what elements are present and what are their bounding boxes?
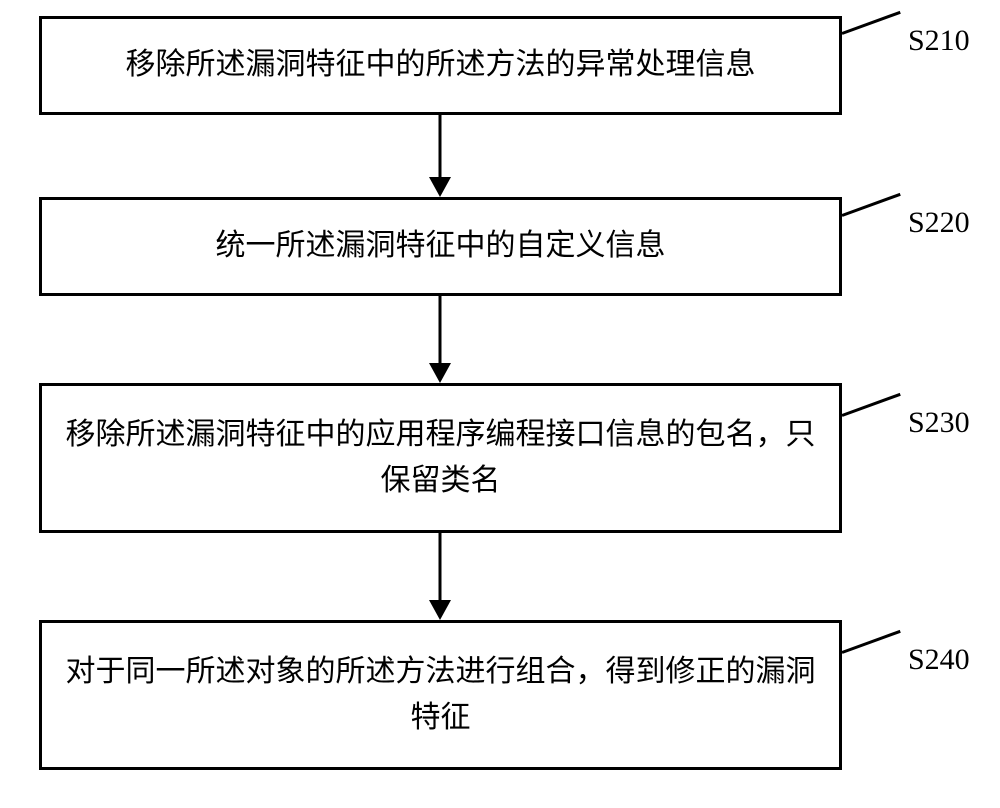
flow-step-tick (841, 11, 900, 35)
flow-step-s240: 对于同一所述对象的所述方法进行组合，得到修正的漏洞特征 (39, 620, 842, 770)
flow-step-text: 对于同一所述对象的所述方法进行组合，得到修正的漏洞特征 (62, 649, 819, 742)
flow-arrow-head (429, 177, 451, 197)
flow-step-tick (841, 193, 900, 217)
flow-step-text: 移除所述漏洞特征中的应用程序编程接口信息的包名，只保留类名 (62, 412, 819, 505)
flow-step-s220: 统一所述漏洞特征中的自定义信息 (39, 197, 842, 296)
flow-step-text: 统一所述漏洞特征中的自定义信息 (216, 223, 666, 270)
flow-step-s230: 移除所述漏洞特征中的应用程序编程接口信息的包名，只保留类名 (39, 383, 842, 533)
flow-arrow (439, 533, 442, 600)
flowchart-canvas: 移除所述漏洞特征中的所述方法的异常处理信息 S210 统一所述漏洞特征中的自定义… (0, 0, 1000, 808)
flow-step-label-s220: S220 (908, 206, 970, 240)
flow-step-tick (841, 630, 900, 654)
flow-step-label-s230: S230 (908, 406, 970, 440)
flow-step-tick (841, 393, 900, 417)
flow-step-label-s240: S240 (908, 643, 970, 677)
flow-arrow-head (429, 363, 451, 383)
flow-arrow-head (429, 600, 451, 620)
flow-step-text: 移除所述漏洞特征中的所述方法的异常处理信息 (126, 42, 756, 89)
flow-arrow (439, 296, 442, 363)
flow-step-s210: 移除所述漏洞特征中的所述方法的异常处理信息 (39, 16, 842, 115)
flow-arrow (439, 115, 442, 177)
flow-step-label-s210: S210 (908, 24, 970, 58)
